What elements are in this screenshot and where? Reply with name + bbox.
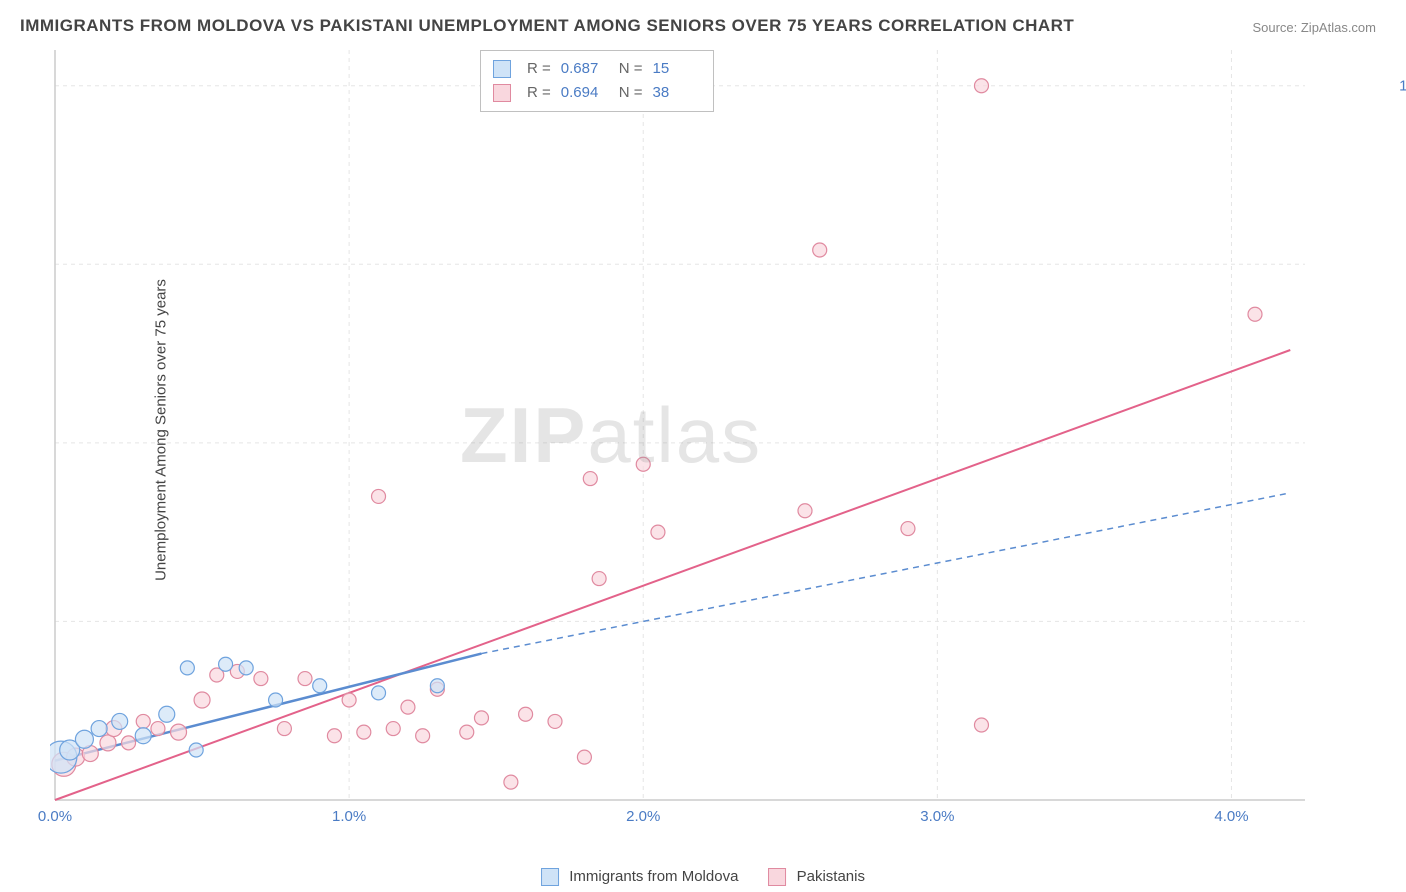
legend-label-pakistani: Pakistanis xyxy=(797,868,865,885)
source-value: ZipAtlas.com xyxy=(1301,20,1376,35)
x-tick-label: 0.0% xyxy=(38,808,72,825)
swatch-pakistani xyxy=(493,84,511,102)
r-value-pakistani: 0.694 xyxy=(561,81,609,105)
chart-title: IMMIGRANTS FROM MOLDOVA VS PAKISTANI UNE… xyxy=(20,16,1074,36)
n-value-pakistani: 38 xyxy=(653,81,701,105)
n-value-moldova: 15 xyxy=(653,57,701,81)
swatch-moldova xyxy=(541,868,559,886)
legend-row-pakistani: R = 0.694 N = 38 xyxy=(493,81,701,105)
n-label: N = xyxy=(619,57,643,81)
source-credit: Source: ZipAtlas.com xyxy=(1252,20,1376,35)
series-legend: Immigrants from Moldova Pakistanis xyxy=(541,868,865,886)
legend-item-pakistani: Pakistanis xyxy=(768,868,865,886)
r-label: R = xyxy=(527,57,551,81)
y-tick-label: 100.0% xyxy=(1390,77,1406,94)
n-label: N = xyxy=(619,81,643,105)
plot-area: 0.0%1.0%2.0%3.0%4.0% 25.0%50.0%75.0%100.… xyxy=(50,50,1380,840)
y-tick-label: 50.0% xyxy=(1390,434,1406,451)
x-tick-label: 4.0% xyxy=(1214,808,1248,825)
x-tick-label: 1.0% xyxy=(332,808,366,825)
x-tick-label: 2.0% xyxy=(626,808,660,825)
swatch-pakistani xyxy=(768,868,786,886)
legend-row-moldova: R = 0.687 N = 15 xyxy=(493,57,701,81)
y-tick-label: 75.0% xyxy=(1390,256,1406,273)
correlation-legend: R = 0.687 N = 15 R = 0.694 N = 38 xyxy=(480,50,714,112)
chart-svg xyxy=(50,50,1380,840)
y-tick-label: 25.0% xyxy=(1390,613,1406,630)
r-value-moldova: 0.687 xyxy=(561,57,609,81)
legend-item-moldova: Immigrants from Moldova xyxy=(541,868,738,886)
source-label: Source: xyxy=(1252,20,1300,35)
legend-label-moldova: Immigrants from Moldova xyxy=(569,868,738,885)
x-tick-label: 3.0% xyxy=(920,808,954,825)
swatch-moldova xyxy=(493,60,511,78)
r-label: R = xyxy=(527,81,551,105)
